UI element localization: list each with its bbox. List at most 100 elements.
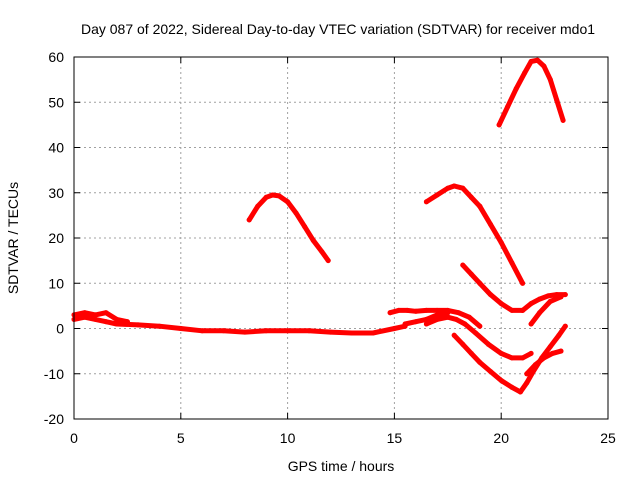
- data-point: [451, 332, 457, 338]
- y-tick-label: 0: [56, 321, 64, 337]
- data-point: [547, 344, 553, 350]
- data-point: [477, 203, 483, 209]
- data-point: [477, 323, 483, 329]
- y-tick-label: 60: [48, 49, 64, 65]
- data-point: [434, 192, 440, 198]
- data-point: [473, 330, 479, 336]
- data-point: [396, 307, 402, 313]
- data-point: [255, 203, 261, 209]
- data-point: [522, 70, 528, 76]
- data-point: [178, 326, 184, 331]
- data-point: [550, 350, 555, 356]
- data-point: [562, 323, 568, 329]
- data-point: [488, 221, 493, 227]
- data-point: [535, 57, 540, 63]
- data-point: [387, 310, 393, 316]
- data-point: [82, 310, 88, 316]
- data-point: [285, 199, 291, 205]
- data-point: [509, 384, 515, 390]
- data-point: [488, 369, 493, 374]
- data-point: [498, 350, 504, 356]
- data-point: [349, 330, 355, 336]
- data-point: [498, 301, 504, 307]
- data-point: [319, 249, 325, 255]
- series-track-15-19: [387, 307, 483, 329]
- data-point: [310, 237, 316, 243]
- data-point: [434, 312, 440, 318]
- data-point: [451, 183, 457, 189]
- data-point: [560, 117, 566, 123]
- series-track-21-23-c: [528, 294, 564, 327]
- data-point: [199, 328, 205, 334]
- data-point: [460, 262, 466, 268]
- data-point: [423, 321, 429, 327]
- data-point: [468, 271, 474, 277]
- data-point: [520, 307, 526, 313]
- data-point: [509, 260, 515, 266]
- data-point: [124, 319, 130, 325]
- data-point: [545, 293, 551, 299]
- data-point: [270, 192, 276, 198]
- data-point: [82, 314, 88, 320]
- data-point: [306, 328, 312, 334]
- data-point: [509, 355, 515, 361]
- data-point: [460, 185, 466, 191]
- data-point: [103, 319, 109, 325]
- y-tick-label: 30: [48, 185, 64, 201]
- data-point: [221, 328, 226, 334]
- data-point: [498, 378, 504, 383]
- chart-title: Day 087 of 2022, Sidereal Day-to-day VTE…: [81, 21, 595, 37]
- y-tick-label: -20: [44, 411, 64, 427]
- data-point: [517, 389, 523, 395]
- data-point: [325, 258, 331, 264]
- data-point: [520, 280, 526, 286]
- data-point: [263, 194, 269, 200]
- data-point: [509, 307, 515, 313]
- ticks: 0 5 10 15 20 25 -20 -10 0 10 20 30 40 50 60: [44, 49, 616, 446]
- x-tick-label: 20: [493, 430, 509, 446]
- data-point: [468, 350, 474, 356]
- x-tick-label: 15: [387, 430, 403, 446]
- data-point: [413, 308, 419, 314]
- x-tick-label: 5: [177, 430, 185, 446]
- data-point: [477, 359, 483, 365]
- data-point: [404, 307, 410, 313]
- data-point: [488, 292, 493, 298]
- data-point: [445, 310, 451, 316]
- data-point: [327, 329, 333, 335]
- data-point: [135, 322, 141, 328]
- x-tick-label: 0: [70, 430, 78, 446]
- x-axis-label: GPS time / hours: [288, 458, 395, 474]
- data-point: [541, 355, 547, 361]
- data-point: [556, 332, 562, 338]
- series-track-evening-arc: [496, 57, 566, 128]
- data-point: [528, 301, 534, 307]
- data-point: [547, 77, 553, 83]
- data-point: [413, 319, 419, 325]
- data-point: [520, 355, 526, 361]
- y-tick-label: -10: [44, 366, 64, 382]
- data-point: [528, 59, 534, 64]
- data-point: [460, 341, 466, 347]
- data-point: [114, 321, 120, 327]
- data-point: [558, 294, 564, 300]
- data-point: [532, 362, 538, 368]
- data-point: [524, 371, 530, 377]
- data-layer: [71, 57, 568, 395]
- y-axis-label: SDTVAR / TECUs: [5, 182, 21, 294]
- data-point: [263, 328, 269, 334]
- data-point: [558, 348, 564, 354]
- data-point: [462, 321, 468, 327]
- data-point: [456, 310, 461, 316]
- data-point: [541, 63, 547, 69]
- data-point: [246, 217, 252, 223]
- data-point: [276, 193, 282, 199]
- data-point: [554, 97, 560, 103]
- data-point: [524, 380, 530, 386]
- data-point: [103, 310, 109, 316]
- data-point: [528, 321, 534, 327]
- data-point: [370, 330, 376, 336]
- data-point: [285, 328, 291, 334]
